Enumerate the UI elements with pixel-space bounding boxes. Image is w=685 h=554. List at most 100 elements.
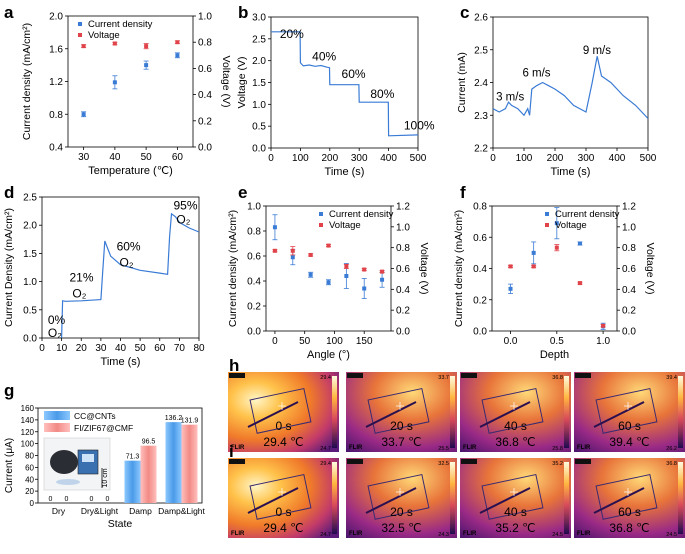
annotation: 0% <box>48 313 66 327</box>
y-tick-label: 2.2 <box>474 144 488 155</box>
thermal-background <box>228 372 339 452</box>
x-tick-label: 500 <box>410 153 427 164</box>
annotation: 20% <box>280 27 304 41</box>
legend-label: Voltage <box>555 220 587 231</box>
color-scale-bar <box>332 376 337 448</box>
thermal-image: 39.4 26.2 FLIR 60 s 39.4 ℃ <box>574 372 685 452</box>
x-tick-label: 40 <box>115 343 127 354</box>
x-axis-title: Time (s) <box>101 356 141 368</box>
scale-min: 24.5 <box>666 532 677 538</box>
flir-logo: FLIR <box>463 445 477 451</box>
y-axis-title: Current density (mA/cm²) <box>21 23 33 140</box>
scale-max: 33.7 <box>438 375 449 381</box>
electrode-wire <box>593 401 645 428</box>
data-line <box>61 212 200 339</box>
annotation: 60% <box>117 240 141 254</box>
legend-label: Voltage <box>329 220 361 231</box>
y-axis-title: Current density (mA/cm²) <box>453 210 465 327</box>
temperature-label: 29.4 ℃ <box>263 521 303 535</box>
legend-label: Current density <box>329 209 394 220</box>
voltage-point <box>531 264 536 269</box>
device-outline <box>367 473 430 520</box>
device-outline <box>481 473 544 520</box>
y-tick-label: 0.2 <box>247 302 261 313</box>
y2-tick-label: 1.0 <box>396 222 410 233</box>
y-axis-title: Current (μA) <box>4 438 15 493</box>
y-axis-title: Voltage (V) <box>236 57 248 109</box>
x-tick-label: 30 <box>95 343 107 354</box>
y-tick-label: 2.6 <box>474 13 488 24</box>
y-axis-title: Current density (mA/cm²) <box>227 210 239 327</box>
color-scale-bar <box>450 462 455 534</box>
y-tick-label: 0.0 <box>247 327 261 338</box>
annotation: 40% <box>312 50 336 64</box>
y2-tick-label: 0.6 <box>622 264 636 275</box>
thermal-background <box>346 372 457 452</box>
panel-label-a: a <box>4 3 14 22</box>
x-tick-label: 20 <box>76 343 88 354</box>
y2-tick-label: 0.0 <box>622 327 636 338</box>
y2-axis-title: Voltage (V) <box>644 243 656 295</box>
flir-logo: FLIR <box>577 445 591 451</box>
electrode-wire <box>479 487 531 514</box>
legend-swatch <box>44 423 70 432</box>
x-tick-label: 1.0 <box>596 336 610 347</box>
panel-label-d: d <box>4 183 14 202</box>
legend-label: FI/ZIF67@CMF <box>74 423 133 433</box>
thermal-background <box>574 458 685 538</box>
x-tick-label: 0 <box>39 343 45 354</box>
current-density-point <box>308 272 313 277</box>
device-outline <box>249 473 312 520</box>
sample-dish <box>56 479 80 485</box>
flir-logo: FLIR <box>231 531 245 537</box>
annotation: O₂ <box>176 213 190 227</box>
color-scale-bar <box>332 462 337 534</box>
y-tick-label: 2.0 <box>49 12 63 23</box>
y-tick-label: 1.0 <box>23 277 37 288</box>
annotation: 80% <box>370 87 394 101</box>
y-tick-label: 0.8 <box>247 227 261 238</box>
y2-tick-label: 0.0 <box>396 327 410 338</box>
scale-max: 35.2 <box>552 461 563 467</box>
current-density-point <box>380 277 385 282</box>
camera-toolbar <box>575 459 591 464</box>
y-tick-label: 80 <box>25 452 34 461</box>
x-axis-title: State <box>108 518 133 530</box>
time-label: 60 s <box>618 505 641 519</box>
y-tick-label: 0.0 <box>473 327 487 338</box>
electrode-wire <box>247 401 299 428</box>
instrument-body <box>50 450 78 474</box>
time-label: 0 s <box>275 419 291 433</box>
current-density-point <box>112 80 117 85</box>
voltage-point <box>290 248 295 253</box>
legend-marker <box>545 212 549 216</box>
legend-label: Voltage <box>88 30 120 41</box>
x-tick-label: 50 <box>135 343 147 354</box>
annotation: 21% <box>69 271 93 285</box>
x-category-label: Dry <box>52 506 66 516</box>
thermal-background <box>228 458 339 538</box>
time-label: 60 s <box>618 419 641 433</box>
flir-logo: FLIR <box>349 531 363 537</box>
thermal-image: 35.2 24.5 FLIR 40 s 35.2 ℃ <box>460 458 571 538</box>
thermal-image: 36.8 25.8 FLIR 40 s 36.8 ℃ <box>460 372 571 452</box>
x-category-label: Dry&Light <box>81 506 119 516</box>
voltage-point <box>272 248 277 253</box>
annotation: 60% <box>342 67 366 81</box>
voltage-point <box>380 269 385 274</box>
voltage-point <box>144 44 149 49</box>
flir-logo: FLIR <box>231 445 245 451</box>
current-density-point <box>144 63 149 68</box>
device-outline <box>249 387 312 434</box>
voltage-point <box>601 323 606 328</box>
scale-min: 24.7 <box>320 446 331 452</box>
x-tick-label: 150 <box>356 336 373 347</box>
annotation: 3 m/s <box>496 92 524 104</box>
x-tick-label: 400 <box>609 153 626 164</box>
camera-toolbar <box>347 373 363 378</box>
scale-min: 25.5 <box>438 446 449 452</box>
y-tick-label: 0.8 <box>49 110 63 121</box>
bar-value-label: 71.3 <box>126 454 140 461</box>
device-outline <box>367 387 430 434</box>
